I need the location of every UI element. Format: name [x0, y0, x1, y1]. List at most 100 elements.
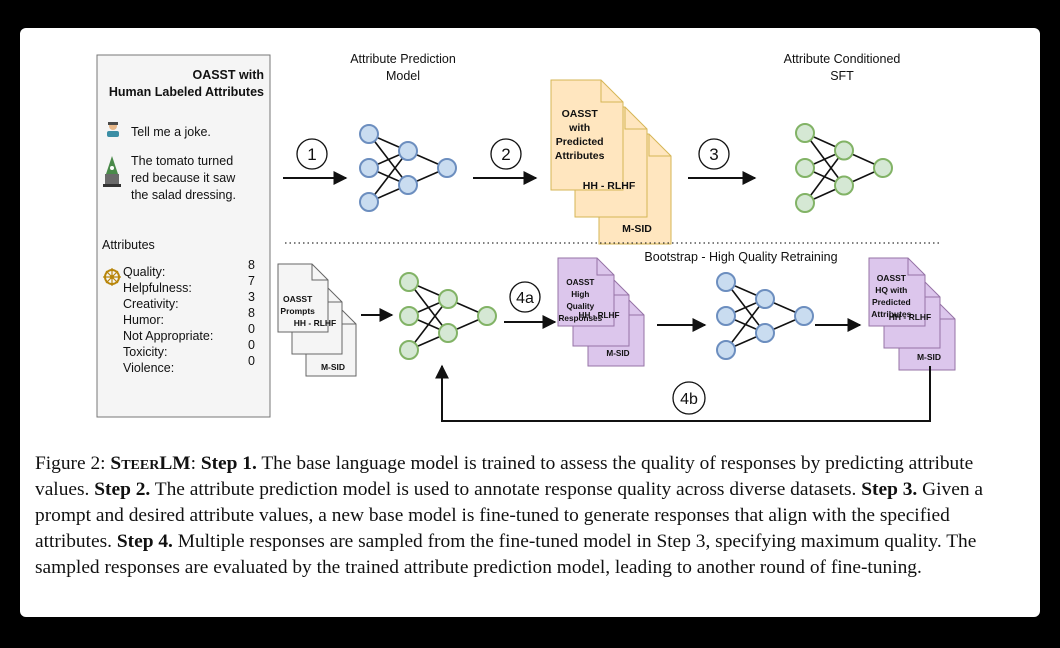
steering-wheel-icon	[103, 268, 121, 286]
attribute-value: 0	[248, 354, 255, 368]
attributes-heading: Attributes	[102, 238, 155, 252]
doc-title-line: with	[568, 122, 590, 134]
svg-text:4b: 4b	[680, 391, 698, 408]
doc-title-line: Attributes	[871, 309, 911, 319]
nn-edge	[368, 150, 409, 203]
doc-label-hh-rlhf: HH - RLHF	[583, 180, 636, 192]
doc-label-m-sid: M-SID	[622, 223, 652, 235]
panel-title-line1: OASST with	[192, 68, 264, 82]
svg-text:3: 3	[709, 145, 718, 164]
oasst-panel: OASST with Human Labeled Attributes Tell…	[96, 54, 271, 418]
caption-model-name: SteerLM	[110, 453, 191, 474]
caption-step4-label: Step 4.	[116, 531, 173, 552]
attribute-name: Quality:	[123, 265, 165, 279]
nn-edge	[804, 150, 845, 204]
nn-node	[873, 158, 893, 178]
pipeline-diagram: OASST with Human Labeled Attributes Tell…	[96, 52, 956, 422]
doc-label-m-sid: M-SID	[606, 349, 629, 358]
caption-step2-text: The attribute prediction model is used t…	[150, 479, 862, 500]
nn-node	[398, 141, 418, 161]
attribute-conditioned-sft-network	[795, 123, 893, 213]
doc-label-hh-rlhf: HH - RLHF	[294, 318, 337, 328]
sft-model-network	[399, 272, 497, 360]
nn-node	[399, 306, 419, 326]
caption-step3-label: Step 3.	[861, 479, 918, 500]
caption-step1-text: The base language model is trained to as…	[35, 453, 974, 500]
attribute-value: 0	[248, 338, 255, 352]
attribute-value: 8	[248, 306, 255, 320]
nn-node	[437, 158, 457, 178]
attribute-value: 7	[248, 274, 255, 288]
caption-step2-label: Step 2.	[94, 479, 151, 500]
doc-label-hh-rlhf: HH - RLHF	[579, 311, 620, 320]
nn-node	[359, 124, 379, 144]
svg-text:2: 2	[501, 145, 510, 164]
nn-edge	[725, 298, 766, 351]
doc-title-line: Quality	[566, 302, 594, 311]
doc-label-m-sid: M-SID	[321, 362, 345, 372]
doc-title-line: OASST	[283, 294, 313, 304]
attribute-name: Toxicity:	[123, 345, 167, 359]
oasst-predicted-attributes-docs: OASST with Predicted Attributes HH - RLHF M-S…	[550, 79, 672, 245]
attribute-name: Helpfulness:	[123, 281, 192, 295]
doc-title-line: Predicted	[872, 297, 911, 307]
nn-node	[795, 193, 815, 213]
caption-colon: :	[190, 453, 201, 474]
attr-cond-label-2: SFT	[830, 69, 854, 83]
attribute-name: Violence:	[123, 361, 174, 375]
attr-pred-label-2: Model	[386, 69, 420, 83]
nn-node	[755, 289, 775, 309]
attr-cond-label-1: Attribute Conditioned	[784, 52, 901, 66]
attribute-value: 0	[248, 322, 255, 336]
doc-title-line: OASST	[566, 278, 594, 287]
assistant-robot-icon	[103, 156, 121, 187]
doc-title-line: Prompts	[280, 306, 315, 316]
caption-step4-text: Multiple responses are sampled from the …	[35, 531, 977, 578]
nn-node	[398, 175, 418, 195]
nn-node	[795, 123, 815, 143]
oasst-prompts-docs: OASST Prompts HH - RLHF M-SID	[277, 263, 357, 377]
nn-node	[399, 272, 419, 292]
attribute-prediction-model-network	[359, 124, 457, 212]
doc-title-line: Responses	[558, 314, 602, 323]
doc-title-line: High	[571, 290, 589, 299]
doc-title-line: Predicted	[556, 136, 604, 148]
nn-node	[834, 175, 854, 196]
caption-step1-label: Step 1.	[200, 453, 257, 474]
nn-node	[438, 323, 458, 343]
nn-node	[834, 140, 854, 161]
caption-step3-text: Given a prompt and desired attribute val…	[35, 479, 983, 552]
assistant-line-1: The tomato turned	[131, 154, 233, 168]
nn-node	[716, 272, 736, 292]
step-1-badge: 1	[296, 138, 328, 170]
nn-node	[399, 340, 419, 360]
nn-node	[716, 340, 736, 360]
document-page-front	[277, 263, 329, 333]
doc-label-hh-rlhf: HH - RLHF	[889, 312, 932, 322]
attribute-name: Humor:	[123, 313, 164, 327]
doc-title-line: OASST	[877, 273, 907, 283]
user-message: Tell me a joke.	[131, 125, 211, 139]
figure-caption: Figure 2: SteerLM: Step 1. The base lang…	[35, 451, 1027, 581]
user-icon	[107, 122, 119, 137]
figure-card: OASST with Human Labeled Attributes Tell…	[20, 28, 1040, 617]
svg-text:1: 1	[307, 145, 316, 164]
nn-node	[477, 306, 497, 326]
caption-prefix: Figure 2:	[35, 453, 111, 474]
step-4a-badge: 4a	[509, 281, 541, 313]
attr-pred-label-1: Attribute Prediction	[350, 52, 456, 66]
attribute-name: Creativity:	[123, 297, 179, 311]
nn-node	[359, 192, 379, 212]
svg-text:4a: 4a	[516, 290, 534, 307]
attribute-prediction-model-network-2	[716, 272, 814, 360]
step-3-badge: 3	[698, 138, 730, 170]
doc-label-m-sid: M-SID	[917, 352, 941, 362]
arrow-step-4b-loop	[435, 364, 931, 422]
step-2-badge: 2	[490, 138, 522, 170]
nn-node	[359, 158, 379, 178]
bootstrap-label: Bootstrap - High Quality Retraining	[644, 250, 837, 264]
attribute-value: 8	[248, 258, 255, 272]
doc-title-line: HQ with	[875, 285, 907, 295]
